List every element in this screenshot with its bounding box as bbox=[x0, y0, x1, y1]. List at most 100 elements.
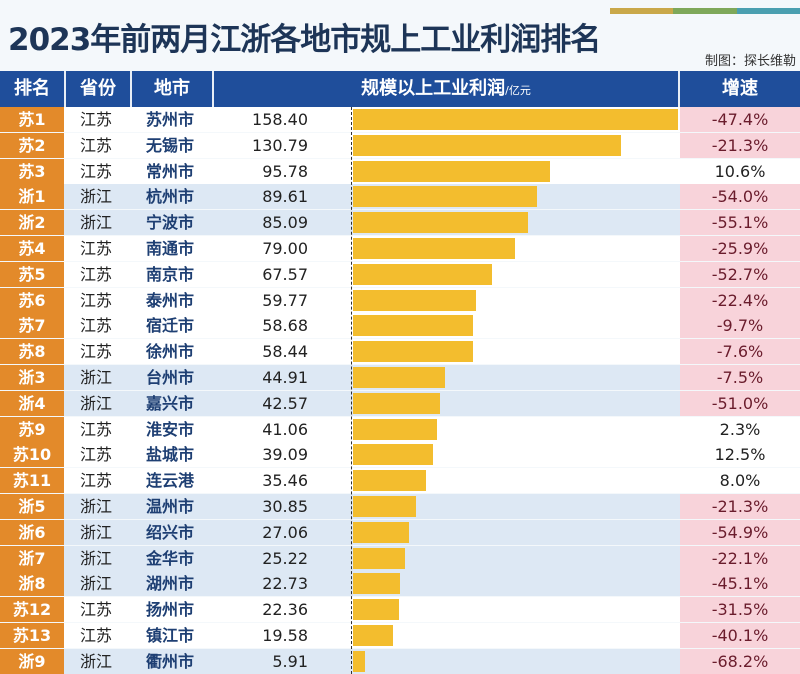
city: 连云港 bbox=[146, 471, 195, 491]
growth-cell: -54.0% bbox=[680, 184, 800, 210]
bar bbox=[353, 573, 400, 595]
credit: 制图：探长维勒 bbox=[704, 54, 796, 69]
rank-badge: 苏13 bbox=[0, 623, 64, 648]
province: 江苏 bbox=[80, 161, 113, 181]
city: 南京市 bbox=[146, 264, 195, 284]
growth-cell: -40.1% bbox=[680, 623, 800, 648]
growth-cell: -21.3% bbox=[680, 132, 800, 158]
rank-badge: 浙6 bbox=[0, 519, 64, 545]
bar bbox=[353, 186, 537, 208]
header-growth: 增速 bbox=[722, 78, 758, 99]
bar bbox=[353, 109, 678, 130]
bar bbox=[353, 444, 434, 466]
value-label: 158.40 bbox=[252, 110, 308, 129]
bar bbox=[353, 521, 409, 543]
city: 徐州市 bbox=[146, 342, 195, 362]
city: 泰州市 bbox=[146, 290, 195, 310]
city: 金华市 bbox=[146, 548, 195, 568]
growth-cell: -51.0% bbox=[680, 390, 800, 416]
table-row: 苏6 江苏 泰州市 59.77 -22.4% bbox=[0, 287, 800, 313]
bar bbox=[353, 263, 492, 285]
city: 宿迁市 bbox=[146, 316, 195, 336]
header-value-label: 规模以上工业利润 bbox=[361, 78, 506, 99]
city: 南通市 bbox=[146, 239, 195, 258]
value-label: 95.78 bbox=[262, 161, 308, 181]
city: 杭州市 bbox=[146, 187, 195, 207]
rank-badge: 苏3 bbox=[0, 158, 64, 184]
table-row: 苏12 江苏 扬州市 22.36 -31.5% bbox=[0, 597, 800, 623]
value-label: 27.06 bbox=[262, 522, 308, 542]
bar bbox=[353, 547, 405, 569]
province: 江苏 bbox=[80, 600, 113, 620]
city: 湖州市 bbox=[146, 574, 195, 594]
bar bbox=[353, 496, 417, 517]
growth-cell: -21.3% bbox=[680, 494, 800, 519]
bar bbox=[353, 470, 426, 492]
rank-badge: 浙5 bbox=[0, 494, 64, 519]
table-header: 排名 省份 地市 规模以上工业利润/亿元 增速 bbox=[0, 71, 800, 107]
table-row: 苏5 江苏 南京市 67.57 -52.7% bbox=[0, 261, 800, 287]
growth-cell: -47.4% bbox=[680, 107, 800, 132]
city: 温州市 bbox=[146, 497, 195, 516]
table-row: 苏11 江苏 连云港 35.46 8.0% bbox=[0, 468, 800, 494]
header-unit: /亿元 bbox=[505, 84, 531, 97]
province: 浙江 bbox=[80, 574, 113, 594]
bar bbox=[353, 599, 399, 621]
bar bbox=[353, 341, 473, 363]
bar bbox=[353, 625, 394, 646]
city: 嘉兴市 bbox=[146, 393, 195, 413]
rank-badge: 浙1 bbox=[0, 184, 64, 210]
table-row: 苏7 江苏 宿迁市 58.68 -9.7% bbox=[0, 313, 800, 339]
province: 江苏 bbox=[80, 316, 113, 336]
value-label: 44.91 bbox=[262, 368, 308, 387]
province: 浙江 bbox=[80, 368, 113, 387]
bar bbox=[353, 418, 438, 440]
growth-cell: -9.7% bbox=[680, 313, 800, 339]
value-label: 39.09 bbox=[262, 445, 308, 465]
growth-cell: -31.5% bbox=[680, 597, 800, 623]
growth-cell: -52.7% bbox=[680, 261, 800, 287]
value-label: 25.22 bbox=[262, 548, 308, 568]
city: 绍兴市 bbox=[146, 522, 195, 542]
table-row: 苏4 江苏 南通市 79.00 -25.9% bbox=[0, 236, 800, 261]
value-label: 59.77 bbox=[262, 290, 308, 310]
value-label: 41.06 bbox=[262, 419, 308, 439]
value-label: 5.91 bbox=[272, 651, 308, 671]
bar bbox=[353, 367, 446, 388]
value-label: 85.09 bbox=[262, 213, 308, 233]
bar bbox=[353, 650, 366, 672]
value-label: 58.44 bbox=[262, 342, 308, 362]
value-label: 89.61 bbox=[262, 187, 308, 207]
table-row: 浙6 浙江 绍兴市 27.06 -54.9% bbox=[0, 519, 800, 545]
province: 浙江 bbox=[80, 497, 113, 516]
growth-cell: -7.6% bbox=[680, 339, 800, 365]
province: 江苏 bbox=[80, 471, 113, 491]
growth-cell: 2.3% bbox=[680, 416, 800, 442]
rank-badge: 苏11 bbox=[0, 468, 64, 494]
city: 台州市 bbox=[146, 368, 195, 387]
table-row: 浙2 浙江 宁波市 85.09 -55.1% bbox=[0, 210, 800, 236]
value-label: 130.79 bbox=[252, 135, 308, 155]
value-label: 42.57 bbox=[262, 393, 308, 413]
value-label: 35.46 bbox=[262, 471, 308, 491]
bar bbox=[353, 392, 441, 414]
rank-badge: 苏12 bbox=[0, 597, 64, 623]
city: 扬州市 bbox=[146, 600, 195, 620]
value-label: 19.58 bbox=[262, 626, 308, 645]
rank-badge: 苏6 bbox=[0, 287, 64, 313]
rank-badge: 浙2 bbox=[0, 210, 64, 236]
province: 江苏 bbox=[80, 626, 113, 645]
value-label: 22.36 bbox=[262, 600, 308, 620]
province: 浙江 bbox=[80, 393, 113, 413]
growth-cell: 8.0% bbox=[680, 468, 800, 494]
rank-badge: 浙8 bbox=[0, 571, 64, 597]
city: 淮安市 bbox=[146, 419, 195, 439]
table-row: 苏10 江苏 盐城市 39.09 12.5% bbox=[0, 442, 800, 468]
header-province: 省份 bbox=[66, 71, 132, 107]
decorative-color-bar bbox=[610, 8, 800, 14]
province: 江苏 bbox=[80, 239, 113, 258]
rank-badge: 浙4 bbox=[0, 390, 64, 416]
table-row: 苏9 江苏 淮安市 41.06 2.3% bbox=[0, 416, 800, 442]
growth-cell: -25.9% bbox=[680, 236, 800, 261]
province: 江苏 bbox=[80, 290, 113, 310]
